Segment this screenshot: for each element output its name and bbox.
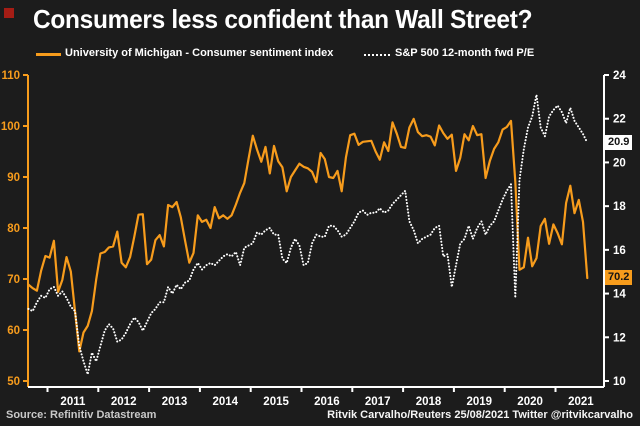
left-y-tick-label: 110: [1, 70, 20, 82]
credit-note: Ritvik Carvalho/Reuters 25/08/2021 Twitt…: [327, 409, 633, 421]
right-y-tick-label: 12: [613, 332, 626, 344]
left-y-tick-label: 100: [1, 121, 20, 133]
x-year-label: 2019: [467, 396, 493, 408]
sentiment-end-value-label: 70.2: [605, 269, 633, 285]
x-year-label: 2015: [263, 396, 289, 408]
x-year-label: 2020: [517, 396, 543, 408]
x-year-label: 2011: [60, 396, 86, 408]
right-y-tick-label: 18: [613, 201, 626, 213]
sentiment-line: [27, 117, 589, 353]
chart-title: Consumers less confident than Wall Stree…: [33, 4, 533, 34]
right-y-tick-label: 22: [613, 114, 626, 126]
x-year-label: 2014: [213, 396, 239, 408]
legend-label-sentiment: University of Michigan - Consumer sentim…: [65, 47, 334, 59]
x-year-label: 2017: [365, 396, 391, 408]
legend-line-swatch-pe: [364, 54, 390, 56]
x-year-label: 2013: [162, 396, 188, 408]
pe-dotted-line: [27, 93, 589, 376]
right-y-tick-label: 20: [613, 157, 626, 169]
x-year-label: 2018: [416, 396, 442, 408]
left-y-tick-label: 80: [7, 223, 20, 235]
reuters-logo-square: [4, 8, 14, 18]
pe-end-value-label: 20.9: [605, 134, 633, 150]
left-y-tick-label: 50: [7, 376, 20, 388]
left-y-tick-label: 70: [7, 274, 20, 286]
right-y-tick-label: 24: [613, 70, 626, 82]
right-y-tick-label: 14: [613, 289, 626, 301]
legend-line-swatch-sentiment: [36, 53, 61, 56]
left-y-tick-label: 60: [7, 325, 20, 337]
source-note: Source: Refinitiv Datastream: [6, 409, 157, 421]
legend-label-pe: S&P 500 12-month fwd P/E: [395, 47, 535, 59]
right-y-tick-label: 10: [613, 376, 626, 388]
right-y-tick-label: 16: [613, 245, 626, 257]
x-year-label: 2012: [111, 396, 137, 408]
left-y-tick-label: 90: [7, 172, 20, 184]
x-year-label: 2016: [314, 396, 340, 408]
x-year-label: 2021: [568, 396, 594, 408]
chart-legend: University of Michigan - Consumer sentim…: [0, 46, 640, 64]
